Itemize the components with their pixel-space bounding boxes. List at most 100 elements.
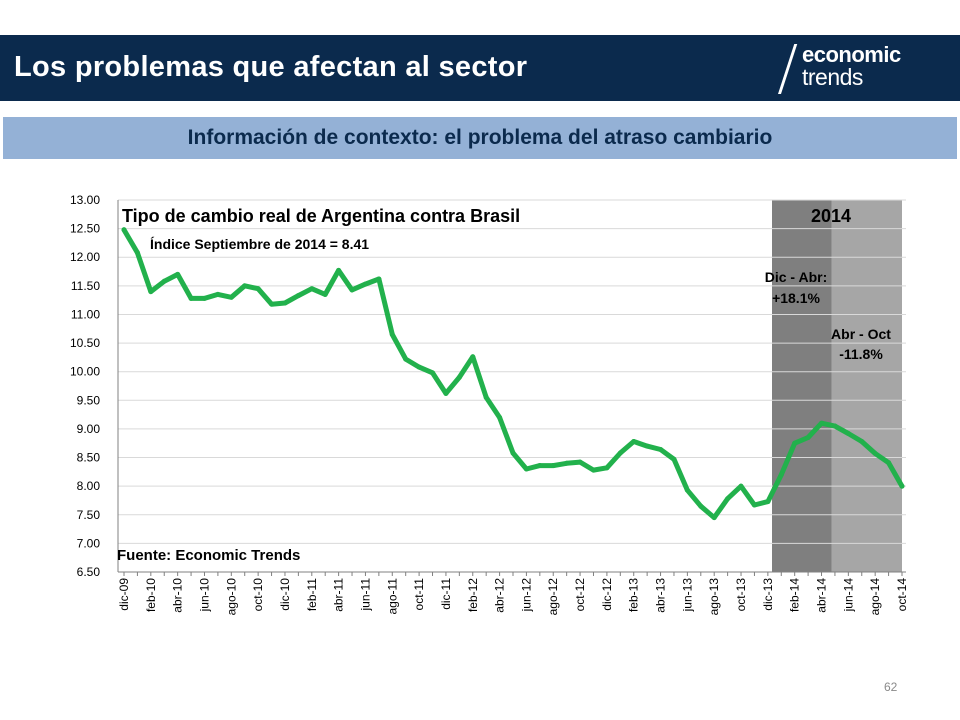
data-point — [523, 466, 529, 472]
data-point — [403, 356, 409, 362]
x-tick-label: abr-14 — [815, 578, 829, 613]
data-point — [564, 460, 570, 466]
data-point — [832, 423, 838, 429]
data-point — [349, 287, 355, 293]
data-point — [577, 459, 583, 465]
data-point — [550, 463, 556, 469]
apr-oct-value: -11.8% — [839, 346, 883, 362]
x-tick-label: dic-09 — [117, 578, 131, 611]
data-point — [711, 515, 717, 521]
data-point — [255, 286, 261, 292]
data-point — [121, 227, 127, 233]
data-point — [389, 331, 395, 337]
x-tick-label: jun-13 — [680, 578, 694, 613]
data-point — [859, 439, 865, 445]
y-tick-label: 7.50 — [77, 508, 101, 522]
x-tick-label: jun-10 — [197, 578, 211, 613]
x-tick-label: abr-10 — [171, 578, 185, 613]
data-point — [470, 354, 476, 360]
data-point — [430, 370, 436, 376]
x-tick-label: jun-14 — [841, 578, 855, 613]
x-tick-label: feb-11 — [305, 578, 319, 611]
data-point — [510, 450, 516, 456]
x-tick-label: feb-13 — [627, 578, 641, 612]
y-tick-label: 9.00 — [77, 422, 101, 436]
data-point — [309, 286, 315, 292]
data-point — [537, 463, 543, 469]
x-tick-label: ago-14 — [868, 578, 882, 616]
dec-apr-label: Dic - Abr: — [765, 269, 827, 285]
x-tick-label: oct-10 — [251, 578, 265, 612]
band-apr-oct — [831, 200, 902, 572]
data-point — [778, 472, 784, 478]
y-tick-label: 9.50 — [77, 393, 101, 407]
data-point — [295, 293, 301, 299]
data-point — [671, 456, 677, 462]
y-tick-label: 8.50 — [77, 451, 101, 465]
data-point — [684, 487, 690, 493]
data-point — [336, 267, 342, 273]
x-tick-label: oct-13 — [734, 578, 748, 612]
x-tick-label: feb-14 — [788, 578, 802, 612]
apr-oct-label: Abr - Oct — [831, 326, 891, 342]
data-point — [188, 295, 194, 301]
x-tick-label: dic-13 — [761, 578, 775, 611]
data-point — [322, 291, 328, 297]
page-number: 62 — [884, 680, 898, 694]
data-point — [725, 496, 731, 502]
x-tick-label: abr-12 — [493, 578, 507, 613]
x-tick-label: ago-12 — [546, 578, 560, 616]
year-2014-label: 2014 — [811, 206, 851, 226]
x-tick-label: abr-13 — [654, 578, 668, 613]
data-point — [886, 460, 892, 466]
data-point — [376, 276, 382, 282]
data-point — [631, 439, 637, 445]
chart-subtitle: Índice Septiembre de 2014 = 8.41 — [150, 236, 369, 252]
data-point — [899, 483, 905, 489]
x-tick-label: ago-13 — [707, 578, 721, 616]
data-point — [617, 450, 623, 456]
data-point — [792, 440, 798, 446]
x-tick-label: dic-12 — [600, 578, 614, 611]
x-tick-label: dic-10 — [278, 578, 292, 611]
data-point — [148, 289, 154, 295]
header-bar — [0, 35, 960, 101]
economic-trends-logo: economic trends — [776, 42, 946, 94]
band-dec-apr — [772, 200, 832, 572]
x-tick-label: abr-11 — [332, 578, 346, 612]
x-tick-label: jun-11 — [358, 578, 372, 612]
x-tick-label: dic-11 — [439, 578, 453, 610]
y-tick-label: 11.50 — [71, 279, 100, 293]
data-point — [698, 503, 704, 509]
y-tick-label: 12.00 — [70, 250, 100, 264]
data-point — [443, 390, 449, 396]
data-point — [658, 447, 664, 453]
y-tick-label: 13.00 — [70, 193, 100, 207]
data-point — [590, 467, 596, 473]
y-tick-label: 6.50 — [77, 565, 101, 579]
subtitle-bar — [3, 117, 957, 159]
data-point — [483, 394, 489, 400]
x-tick-label: oct-11 — [412, 578, 426, 611]
data-point — [416, 364, 422, 370]
y-tick-label: 7.00 — [77, 536, 101, 550]
data-point — [604, 465, 610, 471]
data-point — [751, 502, 757, 508]
x-tick-label: oct-14 — [895, 578, 909, 612]
data-point — [134, 250, 140, 256]
data-point — [872, 451, 878, 457]
data-point — [497, 414, 503, 420]
data-point — [738, 483, 744, 489]
data-point — [228, 294, 234, 300]
x-tick-label: feb-12 — [466, 578, 480, 612]
data-point — [805, 435, 811, 441]
data-point — [201, 295, 207, 301]
x-tick-label: ago-10 — [224, 578, 238, 616]
data-point — [765, 499, 771, 505]
slide-subtitle: Información de contexto: el problema del… — [187, 126, 773, 149]
y-tick-label: 11.00 — [71, 307, 100, 321]
chart-source: Fuente: Economic Trends — [117, 547, 300, 564]
y-tick-label: 12.50 — [70, 222, 100, 236]
data-point — [819, 420, 825, 426]
y-tick-label: 10.50 — [70, 336, 100, 350]
